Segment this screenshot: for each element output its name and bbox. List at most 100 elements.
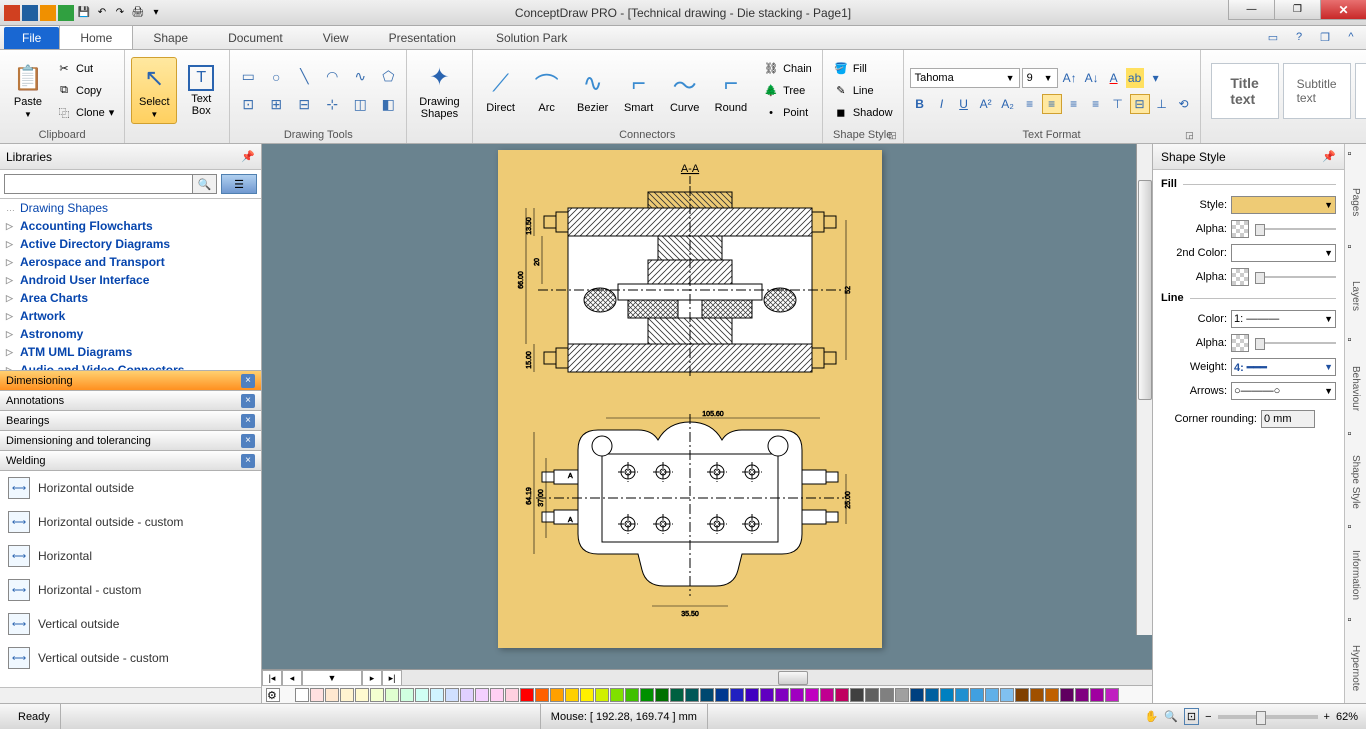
- connector-bezier-button[interactable]: ∿Bezier: [571, 64, 615, 118]
- chain-button[interactable]: ⛓Chain: [759, 59, 816, 79]
- color-swatch[interactable]: [460, 688, 474, 702]
- color-swatch[interactable]: [730, 688, 744, 702]
- color-swatch[interactable]: [700, 688, 714, 702]
- mdi-restore-icon[interactable]: ❐: [1316, 28, 1334, 46]
- font-select[interactable]: Tahoma▼: [910, 68, 1020, 88]
- canvas-viewport[interactable]: A-A: [262, 144, 1152, 669]
- fill-alpha-toggle[interactable]: [1231, 220, 1249, 238]
- color2-alpha-toggle[interactable]: [1231, 268, 1249, 286]
- fill-alpha-slider[interactable]: [1253, 220, 1336, 238]
- arrows-select[interactable]: ○———○▼: [1231, 382, 1336, 400]
- qat-app-icon[interactable]: [4, 5, 20, 21]
- paste-button[interactable]: 📋 Paste ▼: [6, 58, 50, 123]
- maximize-button[interactable]: ❐: [1274, 0, 1320, 20]
- qat-btn-1[interactable]: [22, 5, 38, 21]
- pin-icon[interactable]: 📌: [241, 150, 255, 163]
- color-swatch[interactable]: [385, 688, 399, 702]
- color-swatch[interactable]: [640, 688, 654, 702]
- color-swatch[interactable]: [475, 688, 489, 702]
- tab-view[interactable]: View: [303, 26, 369, 49]
- textbox-button[interactable]: T Text Box: [179, 61, 223, 121]
- color-swatch[interactable]: [1030, 688, 1044, 702]
- library-tree-item[interactable]: ▷Astronomy: [0, 325, 261, 343]
- shape-item[interactable]: ⟷Horizontal - custom: [0, 573, 261, 607]
- side-tab[interactable]: Shape Style: [1347, 447, 1365, 516]
- color-swatch[interactable]: [1000, 688, 1014, 702]
- dt-arc-icon[interactable]: ◠: [320, 65, 344, 89]
- zoom-slider[interactable]: [1218, 715, 1318, 719]
- page-next-button[interactable]: ▸: [362, 670, 382, 686]
- color-swatch[interactable]: [400, 688, 414, 702]
- dt-edit5-icon[interactable]: ◫: [348, 93, 372, 117]
- color-swatch[interactable]: [910, 688, 924, 702]
- color-swatch[interactable]: [505, 688, 519, 702]
- valign-top-icon[interactable]: ⊤: [1108, 94, 1128, 114]
- color-swatch[interactable]: [715, 688, 729, 702]
- corner-rounding-input[interactable]: 0 mm: [1261, 410, 1315, 428]
- close-icon[interactable]: ×: [241, 374, 255, 388]
- connector-curve-button[interactable]: 〜Curve: [663, 64, 707, 118]
- collapse-ribbon-icon[interactable]: ^: [1342, 28, 1360, 46]
- color-swatch[interactable]: [1045, 688, 1059, 702]
- color-swatch[interactable]: [655, 688, 669, 702]
- page-last-button[interactable]: ▸|: [382, 670, 402, 686]
- shape-item[interactable]: ⟷Vertical outside - custom: [0, 641, 261, 675]
- dt-line-icon[interactable]: ╲: [292, 65, 316, 89]
- qat-btn-2[interactable]: [40, 5, 56, 21]
- line-weight-select[interactable]: 4: ━━━▼: [1231, 358, 1336, 376]
- shape-item[interactable]: ⟷Horizontal outside: [0, 471, 261, 505]
- clone-button[interactable]: ⿻Clone ▾: [52, 103, 118, 123]
- underline-button[interactable]: U: [954, 94, 974, 114]
- library-section[interactable]: Dimensioning and tolerancing×: [0, 431, 261, 451]
- color-swatch[interactable]: [940, 688, 954, 702]
- color-swatch[interactable]: [745, 688, 759, 702]
- dt-edit4-icon[interactable]: ⊹: [320, 93, 344, 117]
- color-swatch[interactable]: [415, 688, 429, 702]
- library-tree-item[interactable]: ▷Audio and Video Connectors: [0, 361, 261, 371]
- mdi-minimize-icon[interactable]: ▭: [1264, 28, 1282, 46]
- color-swatch[interactable]: [430, 688, 444, 702]
- side-tab[interactable]: Pages: [1347, 168, 1365, 237]
- color-swatch[interactable]: [295, 688, 309, 702]
- view-toggle-button[interactable]: ☰: [221, 174, 257, 194]
- qat-dropdown-icon[interactable]: ▾: [148, 5, 164, 21]
- page-first-button[interactable]: |◂: [262, 670, 282, 686]
- library-section[interactable]: Welding×: [0, 451, 261, 471]
- valign-mid-icon[interactable]: ⊟: [1130, 94, 1150, 114]
- side-tab[interactable]: Hypernote: [1347, 634, 1365, 703]
- color-swatch[interactable]: [1090, 688, 1104, 702]
- align-center-icon[interactable]: ≡: [1042, 94, 1062, 114]
- color-swatch[interactable]: [325, 688, 339, 702]
- color-swatch[interactable]: [1075, 688, 1089, 702]
- fill-button[interactable]: 🪣Fill: [829, 59, 897, 79]
- color-swatch[interactable]: [850, 688, 864, 702]
- qat-btn-3[interactable]: [58, 5, 74, 21]
- line-alpha-slider[interactable]: [1253, 334, 1336, 352]
- page-prev-button[interactable]: ◂: [282, 670, 302, 686]
- grow-font-icon[interactable]: A↑: [1060, 68, 1080, 88]
- qat-save-icon[interactable]: 💾: [76, 5, 92, 21]
- tab-document[interactable]: Document: [208, 26, 303, 49]
- color-swatch[interactable]: [805, 688, 819, 702]
- color-swatch[interactable]: [445, 688, 459, 702]
- shrink-font-icon[interactable]: A↓: [1082, 68, 1102, 88]
- dt-curve-icon[interactable]: ∿: [348, 65, 372, 89]
- superscript-button[interactable]: A²: [976, 94, 996, 114]
- color-swatch[interactable]: [970, 688, 984, 702]
- dt-edit6-icon[interactable]: ◧: [376, 93, 400, 117]
- dt-edit3-icon[interactable]: ⊟: [292, 93, 316, 117]
- shadow-button[interactable]: ◼Shadow: [829, 103, 897, 123]
- qat-undo-icon[interactable]: ↶: [94, 5, 110, 21]
- cut-button[interactable]: ✂Cut: [52, 59, 118, 79]
- color-swatch[interactable]: [580, 688, 594, 702]
- library-tree-item[interactable]: ▷Artwork: [0, 307, 261, 325]
- subscript-button[interactable]: A₂: [998, 94, 1018, 114]
- close-icon[interactable]: ×: [241, 434, 255, 448]
- shape-item[interactable]: ⟷Horizontal: [0, 539, 261, 573]
- zoom-in-button[interactable]: +: [1324, 711, 1330, 723]
- library-tree-item[interactable]: ▷Android User Interface: [0, 271, 261, 289]
- library-tree-item[interactable]: ▷Area Charts: [0, 289, 261, 307]
- color-swatch[interactable]: [955, 688, 969, 702]
- color-swatch[interactable]: [670, 688, 684, 702]
- clear-format-icon[interactable]: ▾: [1146, 68, 1166, 88]
